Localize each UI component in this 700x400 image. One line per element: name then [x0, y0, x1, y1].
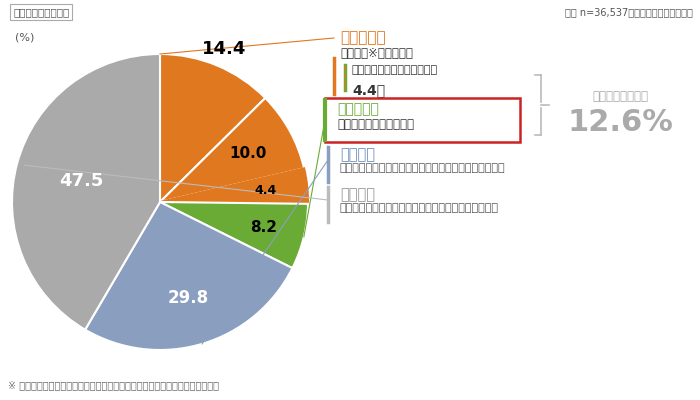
- Text: ※ 学び直し：業務外の時間に、仕事やキャリアに関して継続して学習すること: ※ 学び直し：業務外の時間に、仕事やキャリアに関して継続して学習すること: [8, 380, 219, 390]
- Text: 趣味の学習実施率: 趣味の学習実施率: [592, 90, 648, 103]
- Text: 趣味の学習だけしている: 趣味の学習だけしている: [337, 118, 414, 131]
- Wedge shape: [12, 54, 160, 330]
- Text: (%): (%): [15, 32, 34, 42]
- Text: 自ら学び直す意欲があるが、特に学んでいることはない: 自ら学び直す意欲があるが、特に学んでいることはない: [340, 163, 505, 173]
- Text: ウェイトバック処理: ウェイトバック処理: [13, 7, 69, 17]
- Text: 不活性層: 不活性層: [340, 187, 375, 202]
- Wedge shape: [160, 168, 308, 204]
- Text: 口だけ層: 口だけ層: [340, 147, 375, 162]
- Text: 12.6%: 12.6%: [567, 108, 673, 137]
- FancyBboxPatch shape: [325, 98, 520, 142]
- Text: 学び直し層: 学び直し層: [340, 30, 386, 45]
- Wedge shape: [160, 54, 265, 202]
- Text: 4.4: 4.4: [255, 184, 277, 197]
- Text: 47.5: 47.5: [60, 172, 104, 190]
- Text: 全体 n=36,537（スクリーニング調査）: 全体 n=36,537（スクリーニング調査）: [565, 7, 693, 17]
- Text: うち、趣味の学習もしている: うち、趣味の学習もしている: [352, 65, 438, 75]
- Text: 自ら学び直す意欲がなく、特に学んでいることはない: 自ら学び直す意欲がなく、特に学んでいることはない: [340, 203, 499, 213]
- Text: 学び直し※をしている: 学び直し※をしている: [340, 47, 413, 60]
- Wedge shape: [160, 98, 304, 202]
- Wedge shape: [160, 202, 308, 268]
- Wedge shape: [85, 202, 293, 350]
- Text: 10.0: 10.0: [230, 146, 267, 161]
- Text: 4.4％: 4.4％: [352, 83, 385, 97]
- Text: 29.8: 29.8: [168, 290, 209, 308]
- Text: 8.2: 8.2: [250, 220, 277, 234]
- Text: 14.4: 14.4: [202, 40, 246, 58]
- Text: 趣味学習層: 趣味学習層: [337, 102, 379, 116]
